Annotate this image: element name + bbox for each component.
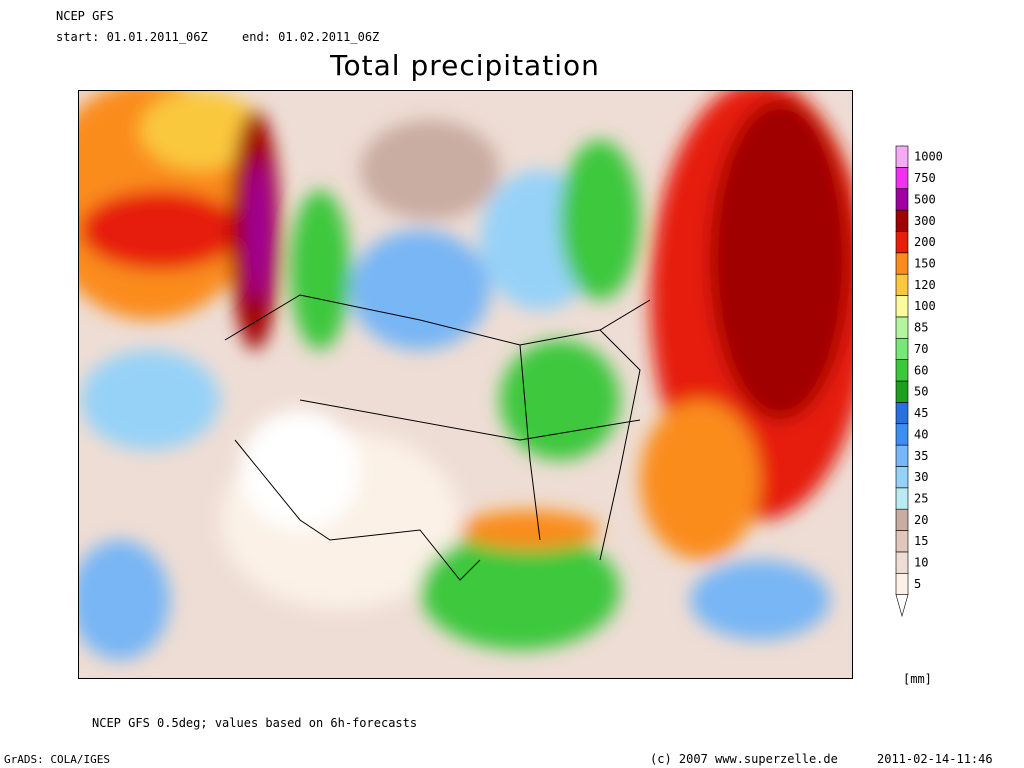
legend-swatch <box>895 273 909 296</box>
legend-label: 30 <box>914 470 928 484</box>
start-time: start: 01.01.2011_06Z <box>56 30 208 44</box>
copyright: (c) 2007 www.superzelle.de <box>650 752 838 766</box>
legend-label: 1000 <box>914 150 943 164</box>
legend-swatch <box>895 167 909 190</box>
legend-swatch <box>895 380 909 403</box>
data-note: NCEP GFS 0.5deg; values based on 6h-fore… <box>92 716 417 730</box>
legend-label: 500 <box>914 192 936 206</box>
map-frame <box>78 90 853 679</box>
legend-swatch <box>895 487 909 510</box>
legend-swatch <box>895 252 909 275</box>
legend-swatch <box>895 359 909 382</box>
legend-label: 60 <box>914 363 928 377</box>
legend-swatch <box>895 508 909 531</box>
legend-label: 750 <box>914 171 936 185</box>
end-time: end: 01.02.2011_06Z <box>242 30 379 44</box>
model-name: NCEP GFS <box>56 9 114 23</box>
legend-swatch <box>895 551 909 574</box>
legend-swatch <box>895 572 909 595</box>
legend-swatch <box>895 295 909 318</box>
legend-swatch <box>895 188 909 211</box>
legend-label: 40 <box>914 427 928 441</box>
software-credit: GrADS: COLA/IGES <box>4 753 110 766</box>
legend-swatch <box>895 466 909 489</box>
legend-label: 20 <box>914 513 928 527</box>
legend-label: 5 <box>914 577 921 591</box>
legend-label: 120 <box>914 278 936 292</box>
legend-swatch <box>895 231 909 254</box>
legend-label: 25 <box>914 492 928 506</box>
legend-swatch <box>895 423 909 446</box>
legend-swatch <box>895 337 909 360</box>
legend-label: 45 <box>914 406 928 420</box>
legend-unit: [mm] <box>903 672 932 686</box>
legend-label: 50 <box>914 385 928 399</box>
timestamp: 2011-02-14-11:46 <box>877 752 993 766</box>
legend-swatch <box>895 209 909 232</box>
legend-swatch <box>895 316 909 339</box>
precipitation-map <box>79 91 852 678</box>
legend-label: 150 <box>914 257 936 271</box>
legend-label: 70 <box>914 342 928 356</box>
color-legend: 5 10 15 20 25 30 35 40 45 50 60 70 85 100 120 150 200 300… <box>895 144 943 618</box>
legend-label: 300 <box>914 214 936 228</box>
legend-swatch <box>895 145 909 168</box>
legend-swatch <box>895 530 909 553</box>
legend-label: 100 <box>914 299 936 313</box>
legend-cap-bottom <box>895 594 909 618</box>
legend-swatch <box>895 402 909 425</box>
legend-label: 35 <box>914 449 928 463</box>
map-title: Total precipitation <box>329 49 600 82</box>
legend-label: 200 <box>914 235 936 249</box>
legend-label: 15 <box>914 534 928 548</box>
legend-label: 85 <box>914 321 928 335</box>
legend-label: 10 <box>914 556 928 570</box>
legend-swatch <box>895 444 909 467</box>
